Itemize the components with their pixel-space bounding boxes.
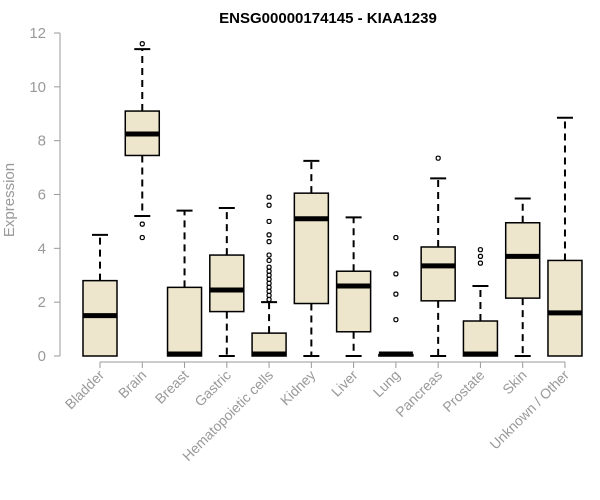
outlier-point xyxy=(266,284,272,290)
box-group xyxy=(251,194,287,357)
box-group xyxy=(378,234,414,357)
y-tick-label: 10 xyxy=(29,79,46,96)
outlier-point xyxy=(435,155,441,161)
y-tick-label: 0 xyxy=(38,348,46,365)
box-group xyxy=(209,206,245,357)
outlier-point xyxy=(139,41,145,47)
box xyxy=(166,286,203,357)
outlier-point xyxy=(266,194,272,200)
outlier-point xyxy=(477,260,484,266)
box-group xyxy=(166,209,203,357)
box xyxy=(504,222,541,299)
x-tick-label: Brain xyxy=(115,367,149,401)
outlier-point xyxy=(266,218,272,225)
outlier-point xyxy=(393,291,399,297)
outlier-point xyxy=(266,268,272,274)
box-group xyxy=(420,155,456,357)
y-tick-label: 4 xyxy=(38,240,46,257)
boxes xyxy=(82,41,583,357)
outlier-point xyxy=(393,317,399,323)
outlier-point xyxy=(266,252,272,258)
box-group xyxy=(124,41,161,241)
box xyxy=(462,320,499,357)
x-tick-label: Unknown / Other xyxy=(486,367,572,453)
box-group xyxy=(82,233,118,357)
outlier-point xyxy=(266,276,272,282)
outlier-point xyxy=(266,239,272,245)
outlier-point xyxy=(266,280,272,286)
x-tick-label: Prostate xyxy=(439,367,487,415)
y-tick-label: 6 xyxy=(38,187,46,204)
outlier-point xyxy=(393,234,399,241)
x-tick-label: Pancreas xyxy=(392,367,445,420)
x-tick-label: Kidney xyxy=(277,367,319,409)
x-tick-label: Breast xyxy=(152,367,192,407)
outlier-point xyxy=(266,232,272,238)
box xyxy=(547,259,583,357)
outlier-point xyxy=(139,234,145,241)
box-group xyxy=(462,247,499,357)
box xyxy=(335,270,372,333)
box xyxy=(293,192,330,305)
outlier-point xyxy=(266,257,272,264)
outlier-point xyxy=(266,292,272,299)
outlier-point xyxy=(139,221,145,227)
chart-title: ENSG00000174145 - KIAA1239 xyxy=(219,10,437,27)
box xyxy=(209,254,245,313)
outlier-point xyxy=(266,296,272,303)
x-tick-label: Lung xyxy=(370,367,403,400)
y-axis-label: Expression xyxy=(1,163,18,237)
box-group xyxy=(293,159,330,357)
y-tick-label: 8 xyxy=(38,133,46,150)
outlier-point xyxy=(477,247,484,253)
x-tick-label: Skin xyxy=(499,367,530,398)
x-tick-label: Liver xyxy=(328,367,361,400)
box xyxy=(420,246,456,302)
y-tick-label: 2 xyxy=(38,294,46,311)
x-tick-label: Bladder xyxy=(62,367,108,413)
box-group xyxy=(504,197,541,357)
y-tick-label: 12 xyxy=(29,25,46,42)
outlier-point xyxy=(266,272,272,278)
outlier-point xyxy=(266,288,272,294)
outlier-point xyxy=(477,253,484,260)
box-group xyxy=(547,116,583,357)
outlier-point xyxy=(393,271,399,277)
outlier-point xyxy=(266,264,272,270)
outlier-point xyxy=(266,202,272,208)
box-group xyxy=(335,216,372,357)
box xyxy=(82,279,118,357)
